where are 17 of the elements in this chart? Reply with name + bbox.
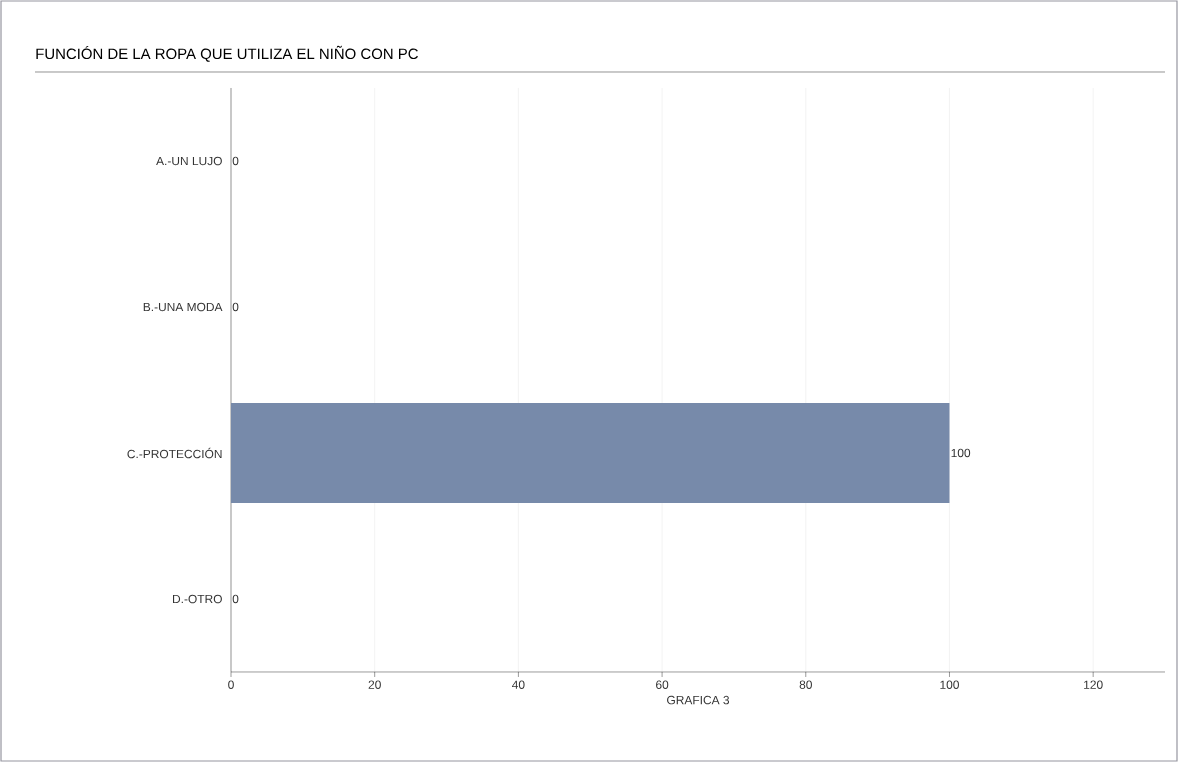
x-tick-label: 20 — [368, 680, 381, 689]
x-tick-label: 60 — [656, 680, 669, 689]
x-tick-label: 120 — [1084, 680, 1103, 689]
y-tick-label: A.-UN LUJO — [156, 156, 222, 166]
x-tick-label: 0 — [228, 680, 234, 689]
x-tick-label: 40 — [512, 680, 525, 689]
y-tick-label: C.-PROTECCIÓN — [127, 447, 222, 459]
x-tick-label: 100 — [940, 680, 959, 689]
y-tick-label: B.-UNA MODA — [143, 302, 223, 312]
data-label: 0 — [232, 302, 239, 312]
x-tick-label: 80 — [799, 680, 812, 689]
data-label: 0 — [232, 594, 239, 604]
data-label: 100 — [951, 448, 971, 458]
chart-title: FUNCIÓN DE LA ROPA QUE UTILIZA EL NIÑO CON PC — [36, 45, 418, 62]
y-tick-label: D.-OTRO — [173, 594, 222, 604]
x-axis-title: GRAFICA 3 — [667, 695, 730, 705]
data-label: 0 — [232, 156, 239, 166]
